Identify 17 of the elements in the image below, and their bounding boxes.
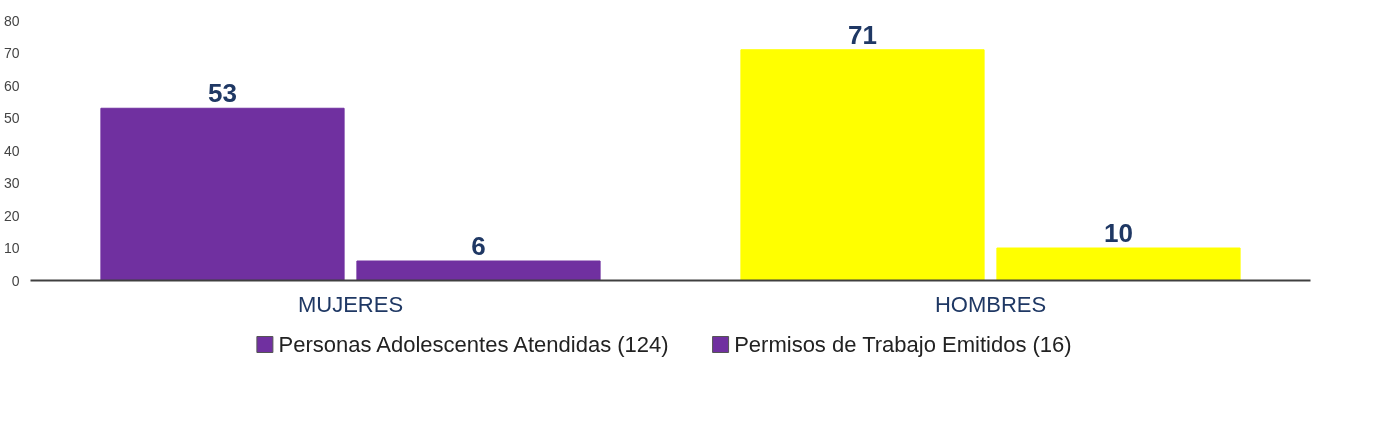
y-tick-label: 20: [3, 207, 20, 224]
data-label: 10: [1104, 218, 1133, 248]
y-tick-label: 50: [3, 110, 20, 126]
x-tick-label: HOMBRES: [934, 291, 1047, 317]
y-tick-label: 80: [3, 12, 20, 29]
y-tick-label: 30: [3, 175, 20, 191]
y-tick-label: 40: [3, 142, 20, 159]
data-label: 6: [471, 231, 486, 261]
x-tick-label: MUJERES: [297, 291, 404, 317]
y-tick-label: 10: [3, 240, 20, 256]
y-tick-label: 70: [3, 45, 20, 61]
y-tick-label: 0: [11, 272, 20, 289]
y-tick-label: 60: [3, 77, 20, 94]
data-label: 53: [208, 78, 237, 109]
data-label: 71: [848, 19, 877, 50]
legend-label: Permisos de Trabajo Emitidos (16): [734, 332, 1072, 357]
legend-label: Personas Adolescentes Atendidas (124): [278, 332, 669, 357]
